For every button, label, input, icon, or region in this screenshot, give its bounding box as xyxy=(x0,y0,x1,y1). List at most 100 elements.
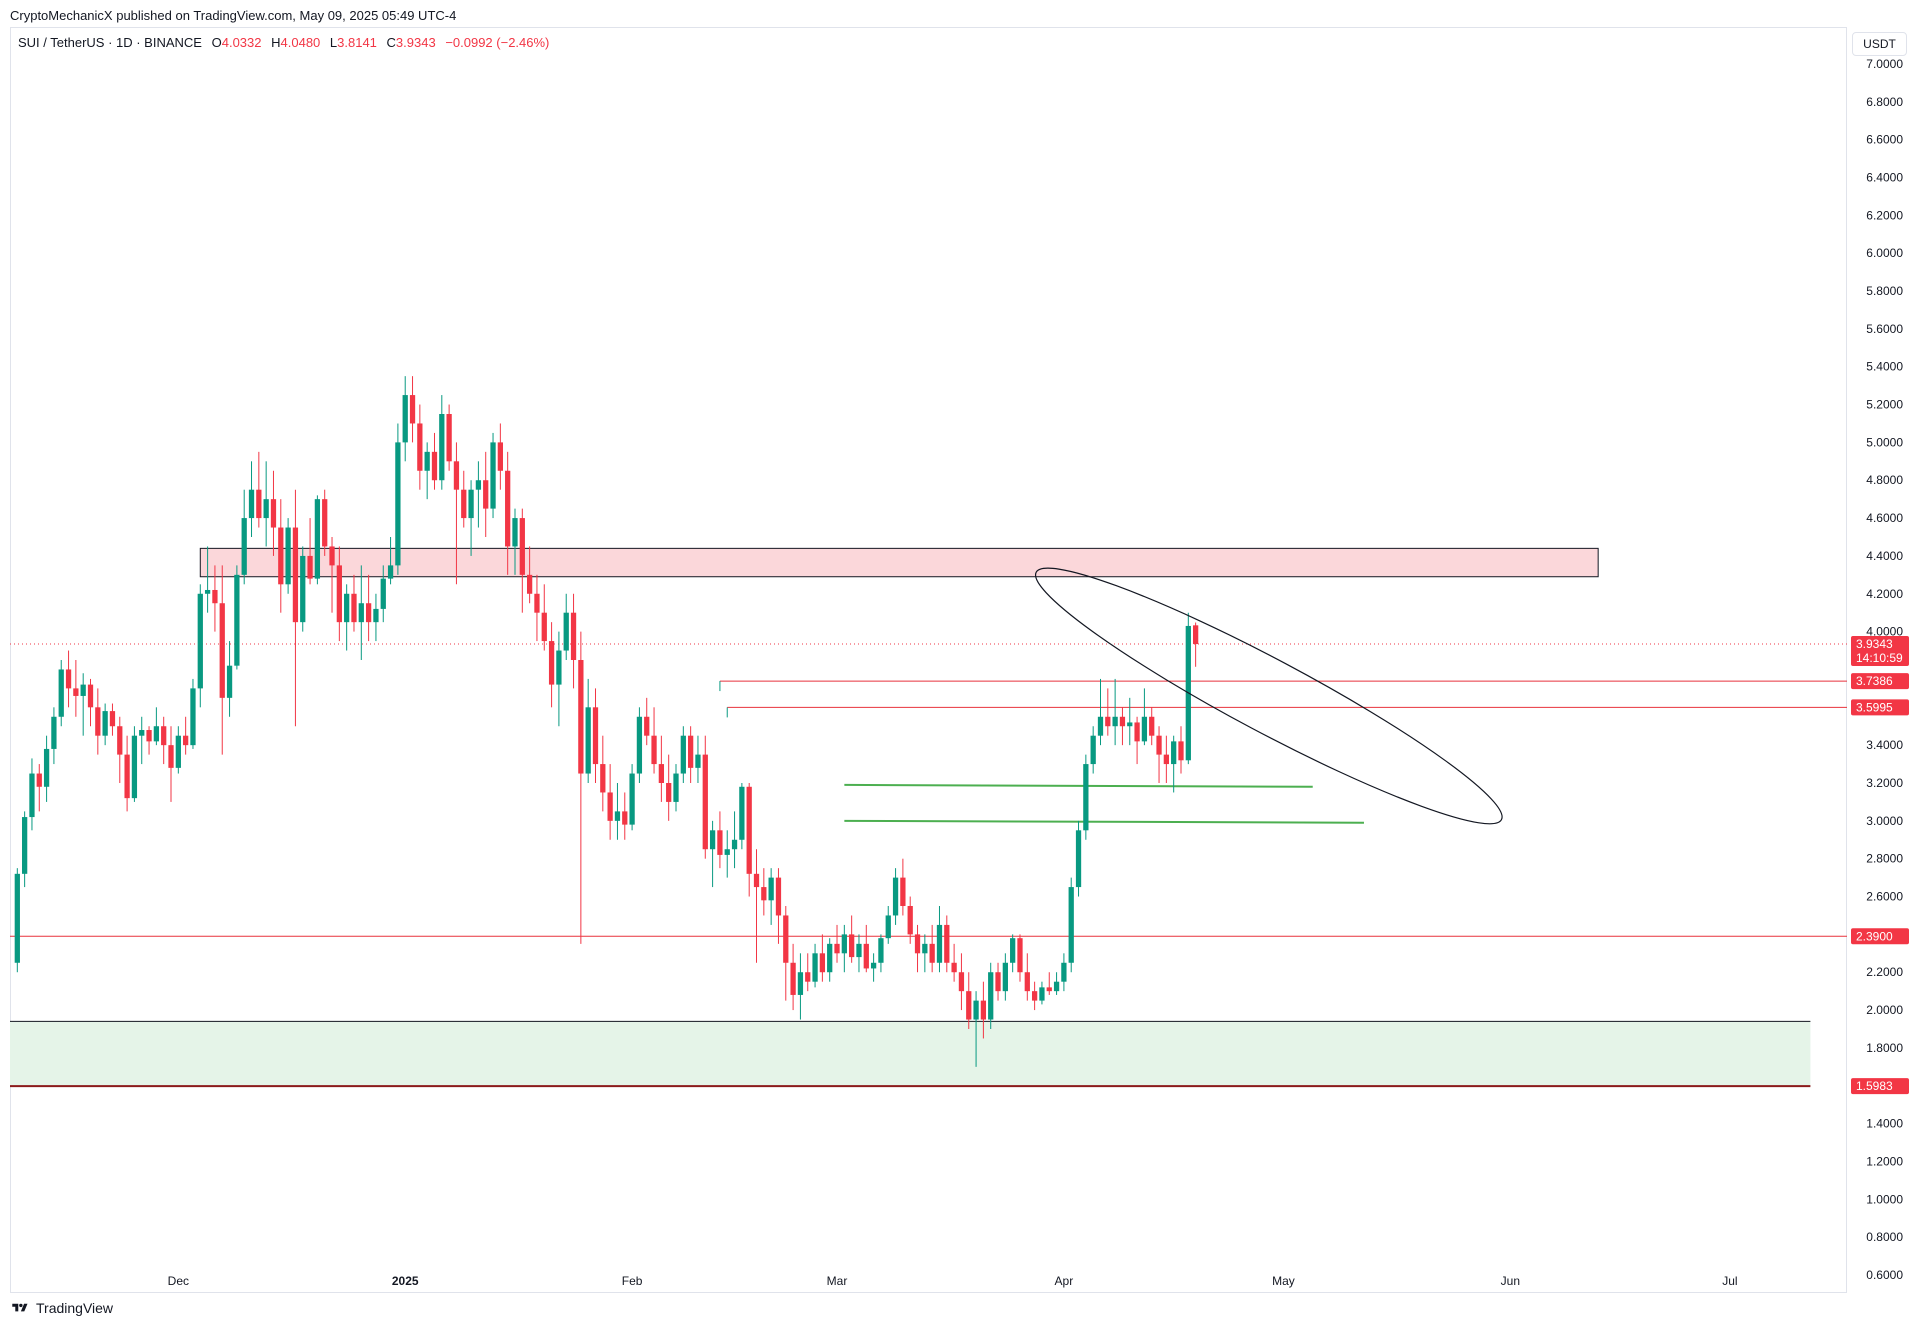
y-tick-label: 2.8000 xyxy=(1866,852,1903,866)
candle xyxy=(248,461,255,537)
candle xyxy=(834,924,840,963)
y-tick-label: 3.2000 xyxy=(1866,776,1903,790)
price-label-text: 3.9343 xyxy=(1856,637,1893,651)
candle-body xyxy=(1192,625,1199,645)
x-tick-label: Feb xyxy=(622,1274,643,1288)
candle xyxy=(731,811,738,869)
candle-body xyxy=(570,612,577,660)
price-label-bg xyxy=(1851,636,1909,667)
candle-body xyxy=(175,735,181,768)
candle xyxy=(988,962,994,1029)
candle xyxy=(614,783,621,840)
candle xyxy=(1141,688,1148,746)
low-label: L xyxy=(329,35,338,50)
candle xyxy=(190,678,196,749)
currency-button[interactable]: USDT xyxy=(1852,32,1907,56)
candle xyxy=(958,953,965,1011)
candle-body xyxy=(885,915,891,939)
candle xyxy=(548,622,555,708)
candle xyxy=(592,688,599,783)
candle xyxy=(329,537,335,613)
candle-body xyxy=(153,726,160,742)
candle xyxy=(739,783,745,850)
x-tick-label: May xyxy=(1272,1274,1295,1288)
y-tick-label: 3.0000 xyxy=(1866,814,1903,828)
candle-body xyxy=(863,943,869,969)
candle-body xyxy=(365,603,372,623)
price-label-bg xyxy=(1851,699,1909,716)
candle xyxy=(600,735,606,812)
y-tick-label: 6.2000 xyxy=(1866,208,1903,222)
candle xyxy=(973,991,979,1067)
candle-body xyxy=(600,764,606,793)
candle-body xyxy=(761,887,767,901)
candle-body xyxy=(461,489,467,519)
candle xyxy=(1156,726,1162,783)
close-label: C xyxy=(386,35,396,50)
candle xyxy=(1075,820,1082,897)
candle xyxy=(219,565,225,755)
candle-body xyxy=(453,461,460,490)
x-tick-label: Apr xyxy=(1055,1274,1074,1288)
y-tick-label: 5.4000 xyxy=(1866,360,1903,374)
candle xyxy=(365,574,372,642)
price-label-text: 3.7386 xyxy=(1856,674,1893,688)
candle-body xyxy=(695,754,701,768)
candle-body xyxy=(636,716,643,774)
footer-brand: TradingView xyxy=(36,1300,114,1316)
candle-body xyxy=(58,669,64,717)
resistance-zone xyxy=(199,547,1599,578)
x-tick-label: Mar xyxy=(827,1274,848,1288)
candle xyxy=(702,735,708,859)
candle-body xyxy=(95,707,101,736)
candle xyxy=(446,404,452,471)
candle xyxy=(746,783,752,897)
candle xyxy=(768,868,774,925)
candle-body xyxy=(226,665,233,698)
candle xyxy=(753,849,760,963)
y-tick-label: 0.6000 xyxy=(1866,1268,1903,1282)
candle-body xyxy=(973,1000,979,1020)
candle-body xyxy=(1002,962,1008,992)
candle xyxy=(1163,735,1169,783)
candle xyxy=(819,934,826,982)
candle-body xyxy=(739,786,745,840)
high-label: H xyxy=(271,35,281,50)
y-tick-label: 3.4000 xyxy=(1866,738,1903,752)
low-value: 3.8141 xyxy=(337,35,377,50)
candle xyxy=(58,660,64,727)
candle xyxy=(80,673,86,736)
candle xyxy=(36,764,42,812)
candle xyxy=(1119,707,1126,746)
candle xyxy=(519,508,525,613)
candle-body xyxy=(292,527,299,623)
candle xyxy=(87,678,94,727)
price-label-text: 3.5995 xyxy=(1856,700,1893,714)
candle xyxy=(431,432,438,490)
candle-body xyxy=(1031,991,1038,1001)
open-label: O xyxy=(211,35,222,50)
y-tick-label: 1.4000 xyxy=(1866,1117,1903,1131)
candle-body xyxy=(80,684,86,696)
candle-body xyxy=(944,924,950,963)
candle xyxy=(117,716,123,783)
candle xyxy=(29,758,35,831)
y-tick-label: 6.6000 xyxy=(1866,133,1903,147)
candle xyxy=(278,499,284,613)
candle-body xyxy=(1178,741,1184,761)
candle xyxy=(270,470,277,556)
candle xyxy=(1134,716,1140,765)
candle xyxy=(790,943,796,1011)
price-label-text: 1.5983 xyxy=(1856,1079,1893,1093)
y-axis: 7.0000 6.8000 6.6000 6.4000 6.2000 6.0000 5.80… xyxy=(1866,57,1903,1282)
candle-body xyxy=(468,489,474,519)
candle-body xyxy=(724,849,730,855)
candle-body xyxy=(402,395,408,443)
candle xyxy=(124,735,130,812)
candle-body xyxy=(856,943,862,958)
candle-body xyxy=(1039,987,1045,1001)
candle xyxy=(168,726,174,802)
y-tick-label: 1.2000 xyxy=(1866,1154,1903,1168)
candle-body xyxy=(790,962,796,995)
